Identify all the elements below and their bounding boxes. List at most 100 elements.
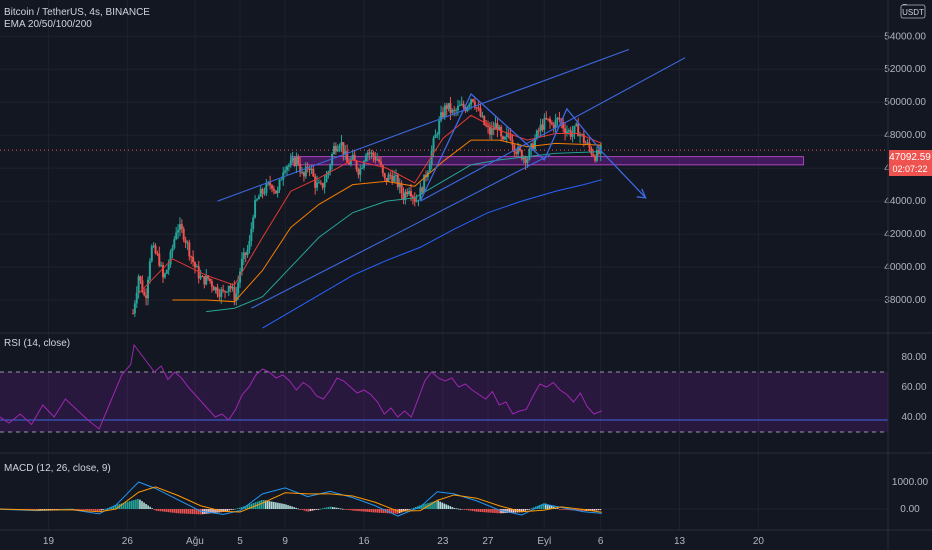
drawings-layer[interactable]	[0, 48, 888, 309]
candle-body	[242, 252, 245, 259]
candle-body	[543, 118, 546, 130]
time-tick-label: 6	[598, 536, 604, 547]
macd-histogram-bar	[437, 500, 439, 509]
candle-body	[192, 256, 195, 263]
candle-body	[332, 146, 335, 154]
candle-body	[349, 159, 352, 165]
candle-body	[321, 183, 324, 188]
macd-histogram-bar	[238, 507, 241, 509]
time-tick-label: 13	[674, 536, 686, 547]
rsi-indicator-label[interactable]: RSI (14, close)	[4, 338, 70, 349]
macd-histogram-bar	[522, 509, 525, 512]
macd-histogram-bar	[135, 499, 137, 509]
macd-histogram-bar	[155, 509, 157, 511]
macd-histogram-bar	[161, 509, 164, 512]
macd-pane[interactable]	[0, 481, 888, 517]
macd-histogram-bar	[222, 509, 224, 512]
currency-badge[interactable]	[900, 4, 926, 19]
macd-histogram-bar	[415, 506, 417, 509]
candle-body	[175, 232, 178, 240]
macd-histogram-bar	[327, 506, 330, 509]
macd-histogram-bar	[350, 509, 352, 511]
macd-histogram-bar	[208, 509, 210, 514]
candle-body	[244, 252, 247, 255]
macd-histogram-bar	[591, 509, 594, 511]
macd-histogram-bar	[441, 502, 443, 509]
macd-histogram-bar	[481, 509, 484, 513]
candle-body	[222, 289, 225, 291]
candle-body	[344, 151, 347, 155]
macd-histogram-bar	[167, 509, 170, 513]
macd-histogram-bar	[388, 509, 391, 514]
candle-body	[490, 128, 493, 135]
candle-body	[526, 159, 529, 163]
macd-histogram-bar	[133, 500, 135, 509]
macd-histogram-bar	[120, 503, 123, 509]
candle-body	[152, 245, 155, 247]
symbol-title[interactable]: Bitcoin / TetherUS, 4s, BINANCE	[4, 7, 150, 18]
macd-indicator-label[interactable]: MACD (12, 26, close, 9)	[4, 463, 111, 474]
macd-histogram-bar	[412, 507, 415, 509]
candle-body	[304, 166, 307, 177]
macd-histogram-bar	[279, 503, 281, 509]
candle-body	[340, 142, 343, 146]
macd-histogram-bar	[173, 509, 176, 513]
candle-body	[295, 156, 298, 166]
candle-body	[492, 128, 495, 130]
macd-histogram-bar	[271, 501, 273, 509]
candle-body	[558, 117, 561, 120]
candle-body	[143, 292, 146, 296]
macd-histogram-bar	[58, 509, 60, 510]
macd-histogram-bar	[252, 502, 255, 509]
macd-histogram-bar	[455, 508, 458, 510]
candle-body	[269, 182, 272, 186]
macd-histogram-bar	[33, 509, 36, 510]
macd-histogram-bar	[500, 509, 502, 514]
macd-histogram-bar	[530, 508, 533, 510]
macd-histogram-bar	[49, 509, 52, 510]
candle-body	[485, 124, 488, 127]
candle-body	[518, 146, 521, 151]
ema100-line	[206, 151, 602, 313]
macd-histogram-bar	[41, 509, 44, 510]
macd-histogram-bar	[171, 509, 174, 513]
candle-body	[342, 142, 345, 155]
candle-body	[575, 123, 578, 126]
ema-indicator-label[interactable]: EMA 20/50/100/200	[4, 19, 92, 30]
macd-histogram-bar	[546, 504, 549, 509]
macd-histogram-bar	[116, 504, 119, 509]
candle-body	[389, 174, 392, 176]
candle-body	[586, 142, 589, 144]
candle-body	[205, 275, 208, 285]
macd-histogram-bar	[226, 509, 228, 511]
candle-body	[582, 134, 585, 143]
candle-body	[387, 174, 390, 182]
price-tick-label: 52000.00	[884, 64, 926, 75]
macd-histogram-bar	[80, 509, 82, 510]
candle-body	[430, 150, 433, 165]
candle-body	[293, 157, 296, 166]
macd-histogram-bar	[266, 500, 269, 509]
macd-histogram-bar	[189, 509, 192, 514]
candle-body	[483, 115, 486, 125]
rsi-pane[interactable]	[0, 343, 888, 433]
candle-body	[148, 261, 151, 280]
candle-body	[524, 157, 527, 163]
macd-histogram-bar	[285, 504, 287, 509]
candle-body	[173, 239, 176, 248]
candle-body	[160, 265, 163, 267]
candle-body	[216, 287, 219, 295]
candle-body	[411, 196, 414, 198]
candle-body	[366, 152, 369, 156]
candle-body	[150, 246, 153, 262]
candle-body	[257, 196, 260, 200]
candle-body	[479, 108, 482, 117]
time-tick-label: 27	[482, 536, 494, 547]
macd-histogram-bar	[581, 509, 583, 512]
candle-body	[178, 224, 181, 230]
candle-body	[278, 179, 281, 190]
price-tick-label: 44000.00	[884, 196, 926, 207]
candle-body	[567, 130, 570, 132]
